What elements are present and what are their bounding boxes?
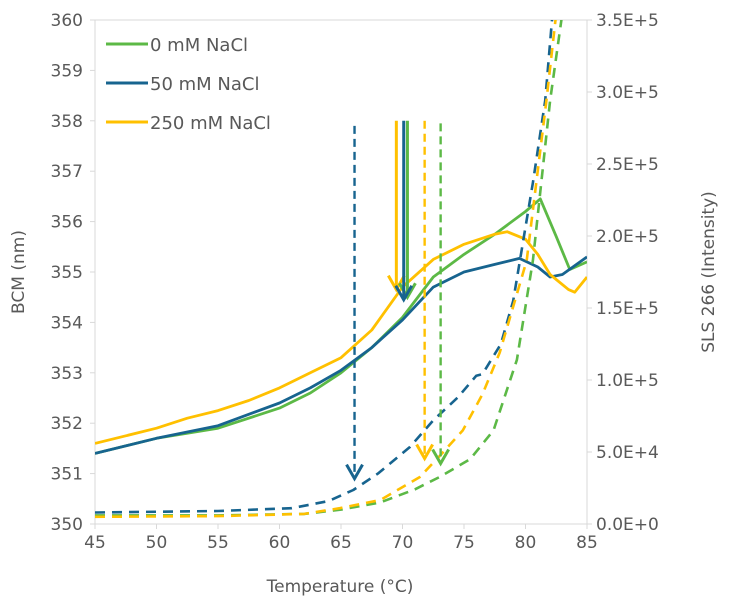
legend-label: 50 mM NaCl xyxy=(150,74,259,95)
y-tick-label: 359 xyxy=(51,61,83,81)
legend-item: 250 mM NaCl xyxy=(106,113,271,134)
y2-tick-label: 3.0E+5 xyxy=(596,83,659,103)
y2-tick-label: 3.5E+5 xyxy=(596,11,659,31)
y2-tick-label: 0.0E+0 xyxy=(596,515,659,535)
bcm-series-1 xyxy=(95,255,587,455)
y-tick-label: 360 xyxy=(51,11,83,31)
bcm-series-0 xyxy=(95,197,587,455)
x-tick-label: 65 xyxy=(330,533,352,553)
y2-tick-label: 1.5E+5 xyxy=(596,299,659,319)
x-axis-label: Temperature (°C) xyxy=(266,577,414,597)
sls-series-5 xyxy=(95,20,557,519)
y-tick-label: 354 xyxy=(51,313,83,333)
y-tick-label: 355 xyxy=(51,263,83,283)
x-tick-label: 60 xyxy=(269,533,291,553)
y2-tick-label: 1.0E+5 xyxy=(596,371,659,391)
x-tick-label: 85 xyxy=(576,533,598,553)
legend-item: 50 mM NaCl xyxy=(106,74,259,95)
y-tick-label: 350 xyxy=(51,515,83,535)
y-tick-label: 353 xyxy=(51,364,83,384)
bcm-series-2 xyxy=(95,230,587,445)
x-tick-label: 50 xyxy=(146,533,168,553)
y2-tick-label: 5.0E+4 xyxy=(596,443,659,463)
arrow-dashed xyxy=(415,120,434,462)
y2-axis-label: SLS 266 (Intensity) xyxy=(699,191,719,353)
arrow-solid xyxy=(394,120,414,303)
x-tick-label: 70 xyxy=(392,533,414,553)
y2-tick-label: 2.0E+5 xyxy=(596,227,659,247)
y-tick-label: 358 xyxy=(51,112,83,132)
arrow-dashed xyxy=(345,125,364,482)
legend-label: 0 mM NaCl xyxy=(150,35,248,56)
arrow-dashed xyxy=(431,123,450,467)
x-tick-label: 75 xyxy=(453,533,475,553)
legend-item: 0 mM NaCl xyxy=(106,35,248,56)
y-axis-label: BCM (nm) xyxy=(9,230,29,314)
plot-area xyxy=(94,19,588,525)
legend-label: 250 mM NaCl xyxy=(150,113,271,134)
arrow-solid xyxy=(387,120,406,293)
x-tick-label: 55 xyxy=(207,533,229,553)
x-tick-label: 80 xyxy=(515,533,537,553)
x-tick-label: 45 xyxy=(84,533,106,553)
y-tick-label: 356 xyxy=(51,213,83,233)
y2-tick-label: 2.5E+5 xyxy=(596,155,659,175)
y-tick-label: 357 xyxy=(51,162,83,182)
arrow-solid xyxy=(398,120,417,301)
y-tick-label: 351 xyxy=(51,465,83,485)
y-tick-label: 352 xyxy=(51,414,83,434)
